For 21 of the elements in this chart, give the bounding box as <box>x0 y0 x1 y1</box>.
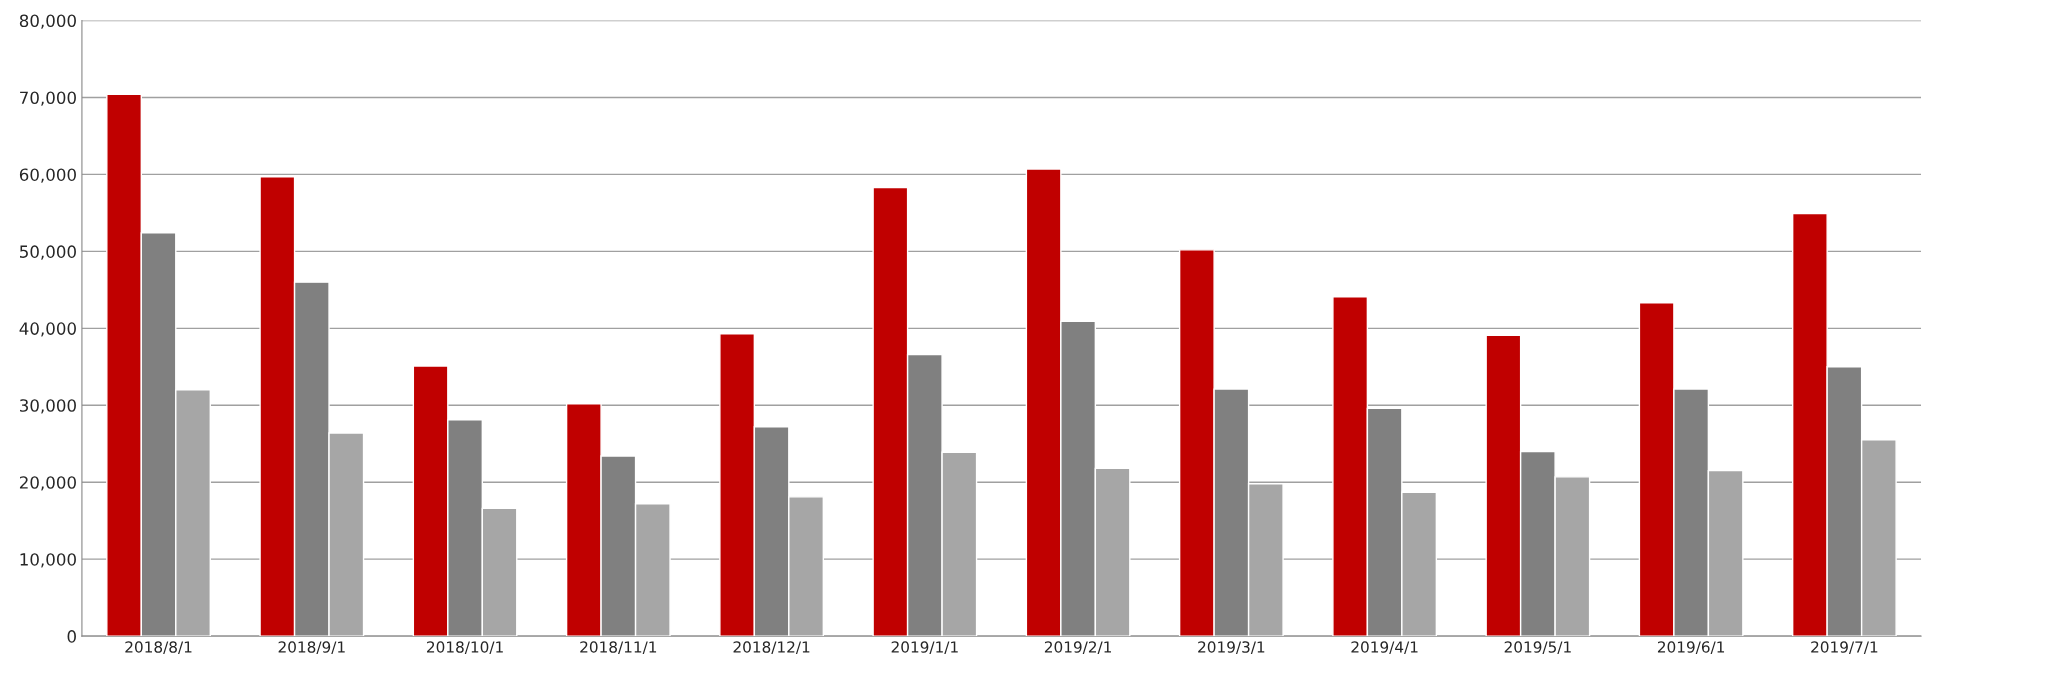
x-tick-label: 2019/6/1 <box>1657 641 1725 655</box>
x-tick-label: 2019/1/1 <box>891 641 958 655</box>
y-tick-label: 20,000 <box>19 476 76 491</box>
x-tick-label: 2018/8/1 <box>125 641 192 655</box>
x-tick-label: 2019/5/1 <box>1504 641 1571 655</box>
x-tick-label: 2018/12/1 <box>733 641 810 655</box>
y-tick-label: 70,000 <box>20 91 76 106</box>
y-tick-label: 40,000 <box>19 322 76 337</box>
y-tick-label: 30,000 <box>20 399 76 414</box>
y-tick-label: 0 <box>67 630 76 643</box>
y-tick-label: 50,000 <box>20 245 76 260</box>
x-tick-label: 2018/11/1 <box>580 641 657 655</box>
y-tick-label: 60,000 <box>19 168 76 183</box>
x-tick-label: 2019/2/1 <box>1044 641 1111 655</box>
x-tick-label: 2019/3/1 <box>1198 641 1265 655</box>
y-tick-label: 10,000 <box>20 553 76 568</box>
x-tick-label: 2018/10/1 <box>427 641 503 655</box>
y-tick-label: 80,000 <box>19 14 76 29</box>
x-tick-label: 2018/9/1 <box>278 641 345 655</box>
x-tick-label: 2019/7/1 <box>1811 641 1878 655</box>
x-tick-label: 2019/4/1 <box>1351 641 1418 655</box>
